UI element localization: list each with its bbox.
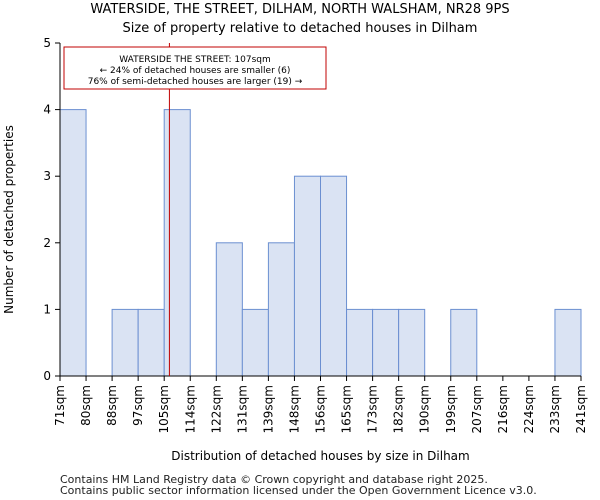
histogram-bar <box>241 308 269 377</box>
x-tick-label: 148sqm <box>287 385 301 433</box>
annotation-text: 76% of semi-detached houses are larger (… <box>88 77 303 87</box>
x-tick-label: 241sqm <box>574 385 588 433</box>
histogram-bar <box>346 308 374 377</box>
y-tick-label: 3 <box>43 169 51 183</box>
x-tick-label: 71sqm <box>53 385 67 426</box>
x-axis-title: Distribution of detached houses by size … <box>171 449 469 463</box>
x-tick-label: 233sqm <box>548 385 562 433</box>
chart-subtitle: Size of property relative to detached ho… <box>122 21 478 36</box>
x-tick-label: 139sqm <box>261 385 275 433</box>
x-tick-label: 173sqm <box>366 385 380 433</box>
x-tick-label: 80sqm <box>79 385 93 426</box>
y-axis-title: Number of detached properties <box>2 125 16 314</box>
histogram-chart: 0 1 2 3 4 5 71sqm 80sqm 88sqm 97sqm 105sqm 114sqm 12… <box>2 36 588 463</box>
histogram-bar <box>450 308 478 377</box>
y-tick-label: 0 <box>43 369 51 383</box>
x-tick-label: 224sqm <box>522 385 536 433</box>
x-tick-label: 114sqm <box>183 385 197 433</box>
footer-licence: Contains public sector information licen… <box>60 484 537 497</box>
x-tick-label: 105sqm <box>157 385 171 433</box>
histogram-bar <box>163 109 191 377</box>
x-tick-label: 207sqm <box>470 385 484 433</box>
x-tick-label: 97sqm <box>131 385 145 426</box>
chart-title: WATERSIDE, THE STREET, DILHAM, NORTH WAL… <box>90 2 510 17</box>
annotation-box <box>63 46 327 90</box>
x-tick-label: 156sqm <box>314 385 328 433</box>
annotation-text: WATERSIDE THE STREET: 107sqm <box>119 55 271 65</box>
annotation-text: ← 24% of detached houses are smaller (6) <box>100 66 291 76</box>
histogram-bar <box>215 242 243 377</box>
x-tick-label: 165sqm <box>340 385 354 433</box>
y-tick-label: 5 <box>43 36 51 50</box>
footer-copyright: Contains HM Land Registry data © Crown c… <box>60 473 488 486</box>
x-tick-label: 88sqm <box>105 385 119 426</box>
x-tick-label: 216sqm <box>496 385 510 433</box>
histogram-bar <box>554 308 582 377</box>
x-tick-label: 131sqm <box>235 385 249 433</box>
histogram-bar <box>320 175 348 377</box>
y-tick-label: 2 <box>43 236 51 250</box>
histogram-bar <box>293 175 322 377</box>
histogram-bar <box>137 308 165 377</box>
x-tick-label: 122sqm <box>209 385 223 433</box>
histogram-bar <box>59 109 87 377</box>
histogram-bar <box>267 242 295 377</box>
x-tick-label: 182sqm <box>392 385 406 433</box>
x-tick-label: 199sqm <box>444 385 458 433</box>
histogram-bar <box>372 308 400 377</box>
histogram-bar <box>111 308 139 377</box>
y-tick-label: 1 <box>43 302 51 316</box>
x-tick-label: 190sqm <box>418 385 432 433</box>
y-tick-label: 4 <box>43 103 51 117</box>
histogram-bar <box>398 308 426 377</box>
